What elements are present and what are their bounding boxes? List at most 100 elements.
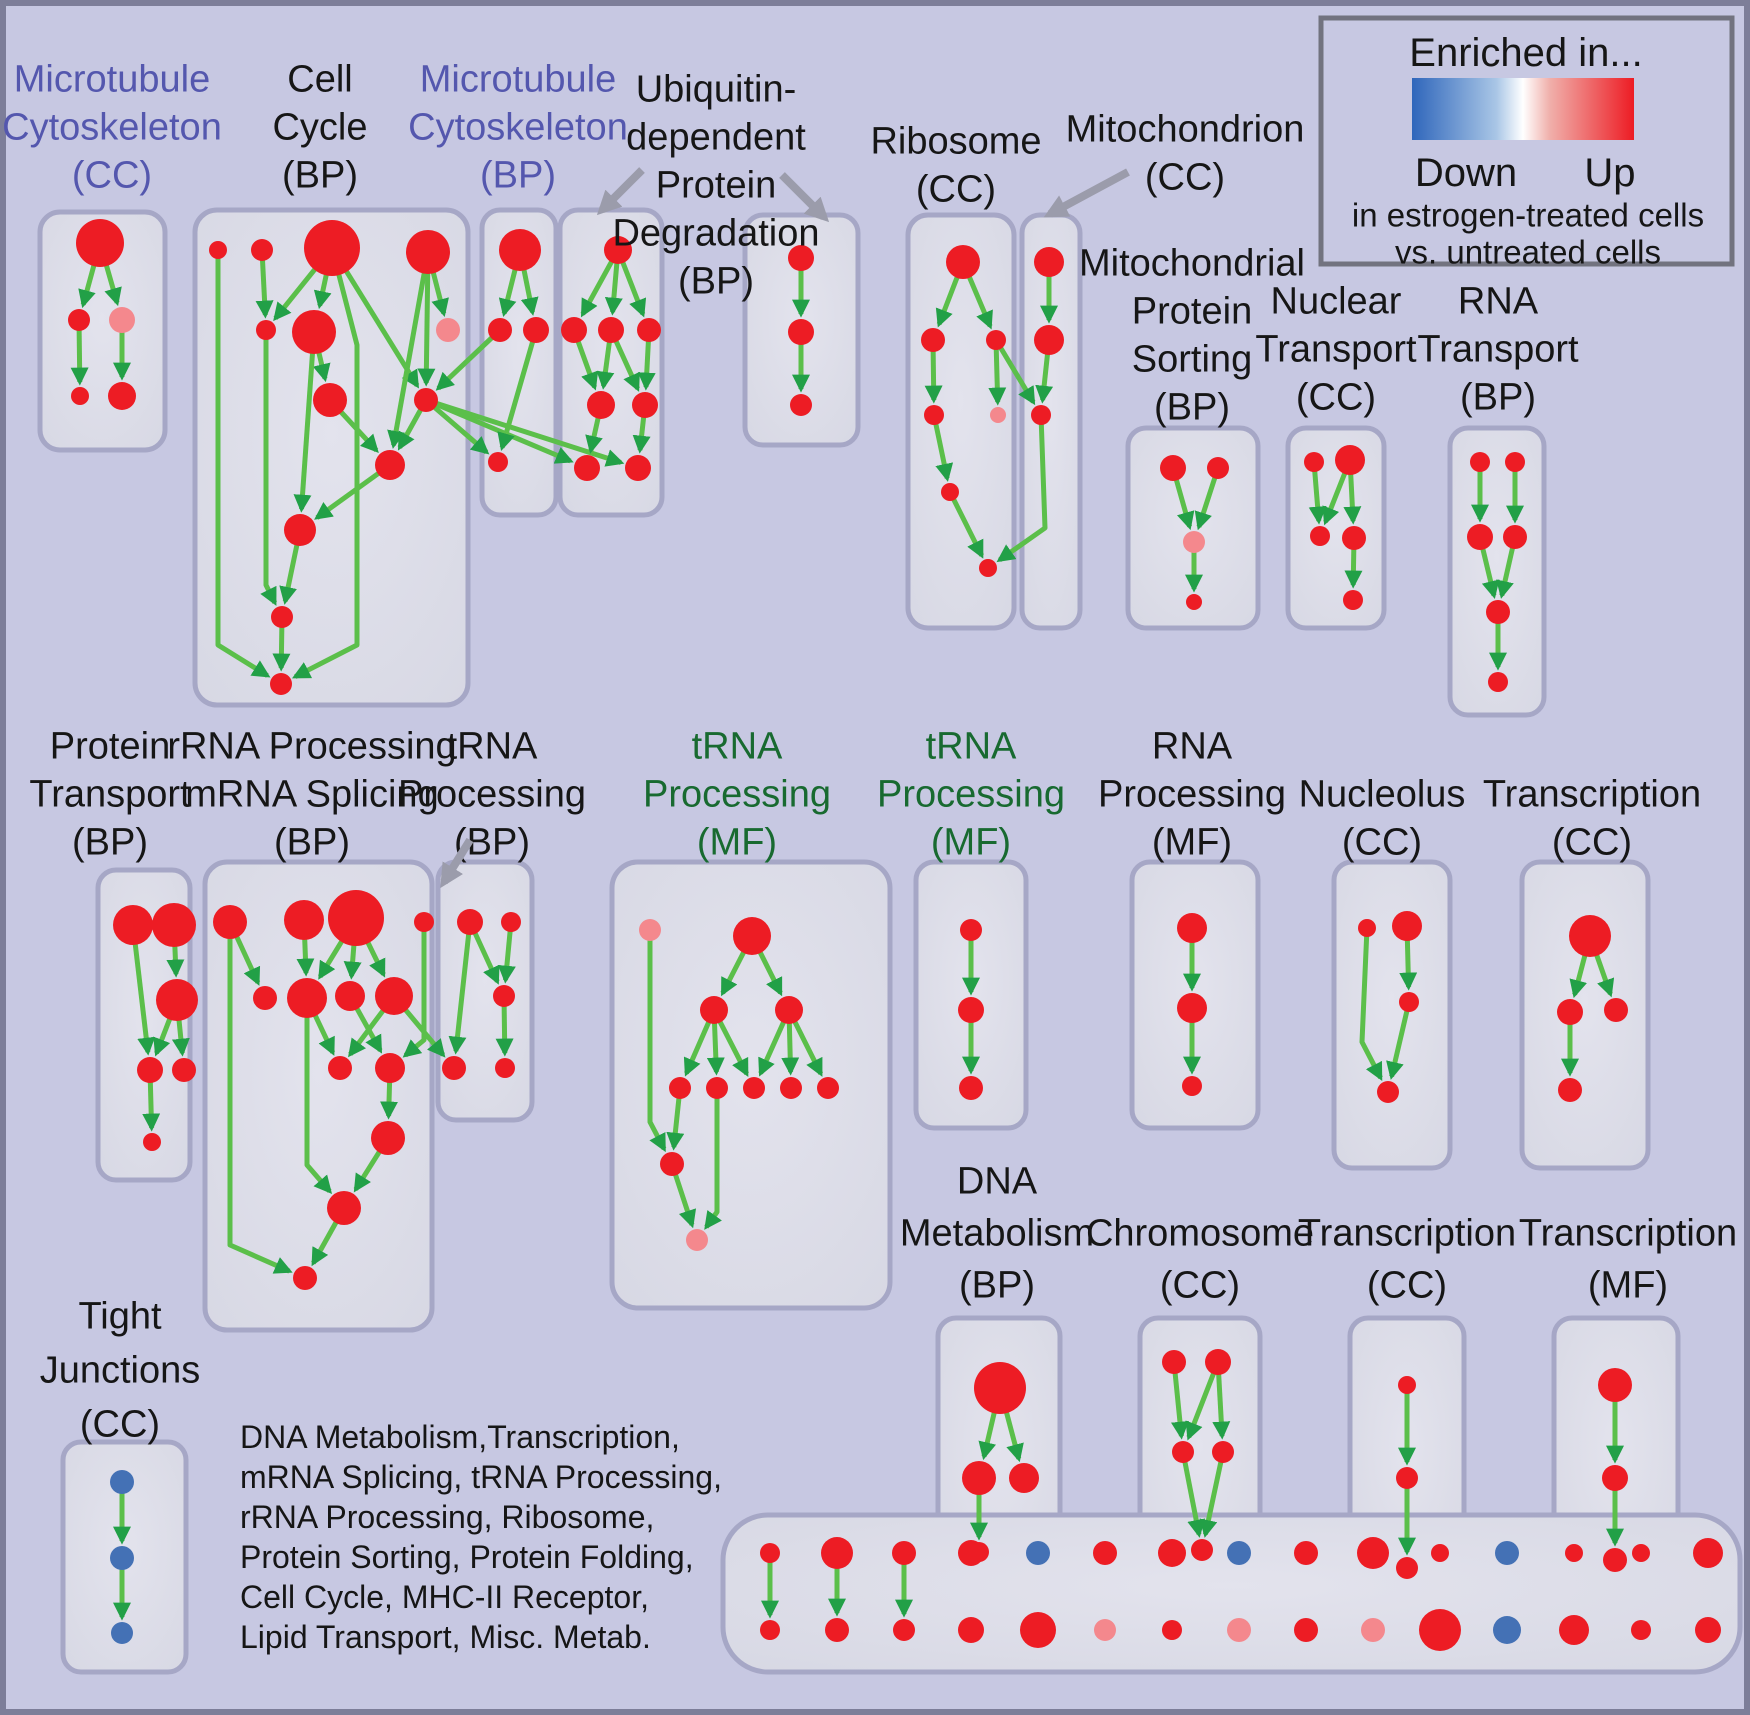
go-term-node-i3	[1310, 526, 1330, 546]
go-term-node-n4	[775, 996, 803, 1024]
legend-title: Enriched in...	[1409, 31, 1642, 75]
go-term-node-q2	[1392, 911, 1422, 941]
go-term-node-k4	[137, 1057, 163, 1083]
go-term-node-a2	[68, 309, 90, 331]
go-term-node-p3	[1182, 1076, 1202, 1096]
go-term-node-l8	[375, 977, 413, 1015]
trna-processing-bp-box	[435, 859, 535, 1123]
go-term-node-s2	[110, 1546, 134, 1570]
go-term-node-t11t	[1431, 1544, 1449, 1562]
go-term-node-v5	[1191, 1539, 1213, 1561]
rna-transport-bp-label-line: RNA	[1458, 280, 1539, 322]
go-term-node-v3	[1172, 1441, 1194, 1463]
transcription-mf-label-line: Transcription	[1519, 1212, 1737, 1254]
go-term-node-d3	[598, 317, 624, 343]
go-term-node-t12t	[1495, 1541, 1519, 1565]
protein-transport-bp-label-line: (BP)	[72, 821, 148, 863]
go-term-node-c4	[488, 452, 508, 472]
nucleolus-cc-label-line: Nucleolus	[1299, 773, 1466, 815]
go-term-node-b10	[375, 450, 405, 480]
trna-processing-mf-1-label-line: (MF)	[697, 821, 777, 863]
go-term-node-d8	[625, 455, 651, 481]
go-term-node-d7	[574, 455, 600, 481]
go-term-node-d1	[604, 236, 632, 264]
chromosome-cc-label-line: Chromosome	[1086, 1212, 1314, 1254]
edge-v1-v3	[1171, 1361, 1189, 1440]
edge-l1-l13	[227, 922, 293, 1274]
go-term-node-v4	[1212, 1441, 1234, 1463]
go-term-node-j1	[1470, 452, 1490, 472]
go-term-node-t4t	[958, 1540, 984, 1566]
go-term-node-t12b	[1493, 1616, 1521, 1644]
go-term-node-h3	[1183, 531, 1205, 553]
go-term-node-i2	[1335, 445, 1365, 475]
nucleolus-cc-label-line: (CC)	[1342, 821, 1422, 863]
go-term-node-t3t	[892, 1541, 916, 1565]
trna-processing-mf-1-label-line: Processing	[643, 773, 831, 815]
go-term-node-b13	[270, 673, 292, 695]
rrna-mrna-bp-label-line: (BP)	[274, 821, 350, 863]
go-term-node-r3	[1604, 998, 1628, 1022]
go-term-node-p1	[1177, 913, 1207, 943]
mito-protein-sorting-bp-label-line: Protein	[1132, 290, 1252, 332]
edge-l6-l12	[304, 998, 333, 1195]
edge-b4-b10	[387, 251, 431, 449]
legend-down-label: Down	[1415, 151, 1517, 195]
rna-processing-mf-label-line: Processing	[1098, 773, 1286, 815]
ubiquitin-bp-label-line: Ubiquitin-	[636, 68, 797, 110]
microtubule-cc-label-line: Cytoskeleton	[2, 106, 222, 148]
rna-processing-mf-label-line: RNA	[1152, 725, 1233, 767]
edge-q3-q4	[1386, 1001, 1412, 1080]
go-term-node-d6	[632, 392, 658, 418]
transcription-cc-mid-box	[1519, 859, 1651, 1171]
go-term-node-m2	[501, 912, 521, 932]
misc-categories-text-line: rRNA Processing, Ribosome,	[240, 1499, 654, 1535]
color-legend: Enriched in... Down Up in estrogen-treat…	[1318, 15, 1735, 271]
mito-protein-sorting-bp-label-line: Sorting	[1132, 338, 1252, 380]
misc-categories-text-line: Lipid Transport, Misc. Metab.	[240, 1619, 651, 1655]
go-term-node-t6b	[1094, 1619, 1116, 1641]
go-term-node-b11	[284, 514, 316, 546]
ubiquitin-bp-label-line: (BP)	[678, 260, 754, 302]
go-term-node-k5	[172, 1058, 196, 1082]
rna-transport-bp-box	[1447, 425, 1547, 718]
go-term-node-g1	[1034, 247, 1064, 277]
go-term-node-m4	[442, 1056, 466, 1080]
go-term-node-x1	[1598, 1368, 1632, 1402]
go-term-node-u1	[974, 1362, 1026, 1414]
go-term-node-b4	[406, 230, 450, 274]
tight-junctions-cc-label-line: Junctions	[40, 1349, 201, 1391]
ubiquitin-bp-label-line: dependent	[626, 116, 806, 158]
trna-processing-bp-label-line: Processing	[398, 773, 586, 815]
edge-c3-c4	[497, 329, 539, 452]
go-term-node-n6	[706, 1077, 728, 1099]
go-term-node-t11b	[1419, 1609, 1461, 1651]
go-term-node-i5	[1343, 590, 1363, 610]
go-term-node-e3	[790, 394, 812, 416]
go-term-node-t4b	[958, 1617, 984, 1643]
go-term-node-f5	[990, 407, 1006, 423]
transcription-cc-bottom-label-line: Transcription	[1298, 1212, 1516, 1254]
go-term-node-u3	[1009, 1463, 1039, 1493]
go-term-node-k2	[152, 903, 196, 947]
go-term-node-b5	[256, 320, 276, 340]
edge-b3-b13	[291, 247, 360, 679]
ubiquitin-bp-label-line: Protein	[656, 164, 776, 206]
microtubule-bp-label-line: Cytoskeleton	[408, 106, 628, 148]
go-term-node-h2	[1207, 457, 1229, 479]
mito-protein-sorting-bp-label-line: Mitochondrial	[1079, 242, 1305, 284]
go-term-node-i4	[1342, 526, 1366, 550]
edge-v4-v5	[1199, 1451, 1226, 1538]
edge-m1-m4	[448, 921, 473, 1055]
go-term-node-d4	[637, 318, 661, 342]
go-term-node-n2	[733, 917, 771, 955]
go-term-node-b7	[436, 318, 460, 342]
go-term-node-j2	[1505, 452, 1525, 472]
trna-processing-mf-2-label-line: (MF)	[931, 821, 1011, 863]
go-term-node-l11	[371, 1121, 405, 1155]
go-term-node-t15b	[1695, 1617, 1721, 1643]
legend-subtitle-1: in estrogen-treated cells	[1352, 197, 1704, 234]
go-term-node-a5	[108, 382, 136, 410]
